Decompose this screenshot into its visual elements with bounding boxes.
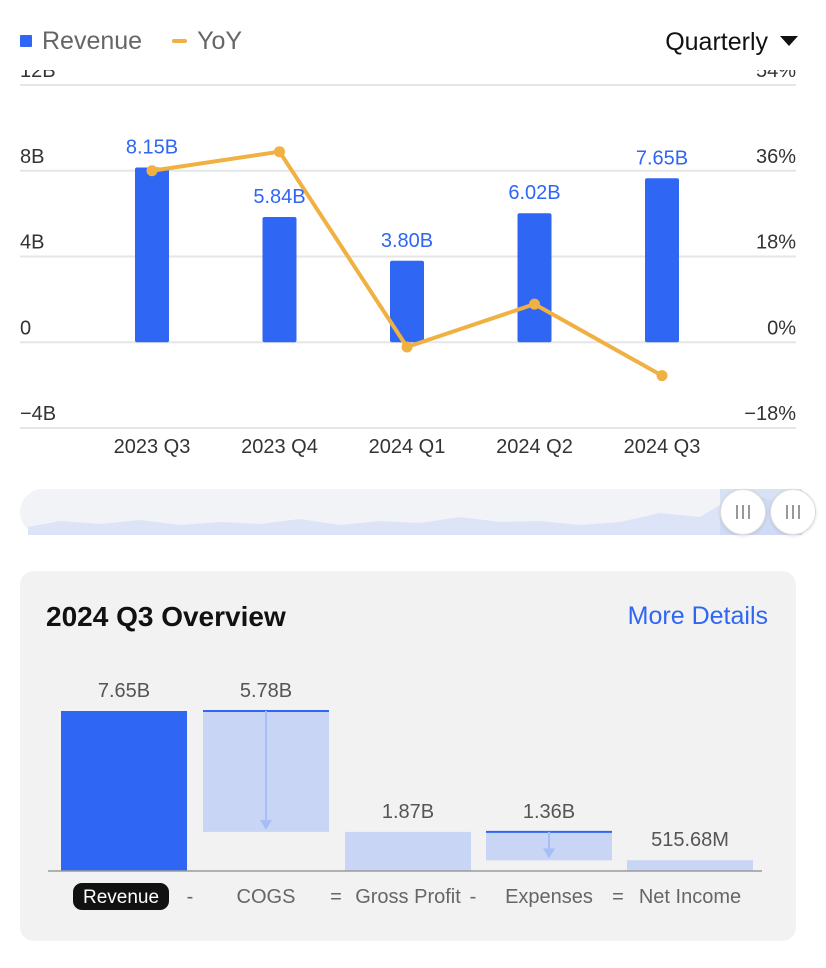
- waterfall-value-label: 5.78B: [240, 680, 292, 702]
- grip-icon: [786, 505, 800, 519]
- y-left-tick-label: −4B: [20, 403, 56, 425]
- waterfall-value-label: 515.68M: [651, 829, 729, 851]
- waterfall-bar: [345, 831, 471, 871]
- legend-item-revenue[interactable]: Revenue: [20, 27, 142, 56]
- revenue-bar: [517, 213, 552, 343]
- waterfall-category-label: COGS: [237, 886, 296, 908]
- more-details-link[interactable]: More Details: [627, 602, 768, 630]
- yoy-point: [529, 298, 540, 310]
- y-right-tick-label: 0%: [767, 317, 796, 339]
- yoy-point: [656, 370, 668, 382]
- overview-card: 2024 Q3 Overview More Details 7.65B 5.78B…: [20, 571, 796, 941]
- x-tick-label: 2023 Q4: [241, 436, 318, 458]
- y-left-tick-label: 0: [20, 317, 31, 339]
- yoy-point: [401, 341, 413, 353]
- revenue-data-label: 7.65B: [636, 147, 688, 169]
- y-left-tick-label: 4B: [20, 232, 44, 254]
- yoy-swatch: [172, 39, 188, 43]
- yoy-point: [274, 146, 285, 158]
- y-right-tick-label: 54%: [756, 70, 796, 82]
- waterfall-category-label: Gross Profit: [355, 886, 461, 908]
- y-left-tick-label: 12B: [20, 70, 56, 82]
- revenue-bar: [390, 260, 424, 343]
- revenue-data-label: 5.84B: [253, 186, 305, 208]
- overview-title: 2024 Q3 Overview: [46, 601, 286, 632]
- revenue-yoy-chart: 12B 54% 8B 36% 4B 18% 0 0% −4B −18% 2023 Q3 2023 Q4…: [20, 70, 796, 458]
- waterfall-value-label: 1.87B: [382, 801, 434, 823]
- x-tick-label: 2024 Q1: [369, 436, 446, 458]
- slider-handle-right[interactable]: [770, 489, 816, 535]
- x-tick-label: 2024 Q3: [624, 436, 701, 458]
- waterfall-operator: -: [187, 886, 194, 908]
- range-slider[interactable]: [20, 487, 816, 537]
- legend-item-yoy[interactable]: YoY: [172, 27, 242, 56]
- chart-legend: Revenue YoY: [20, 26, 242, 56]
- waterfall-category-label: Net Income: [639, 886, 741, 908]
- selected-label-pill: [73, 883, 169, 910]
- waterfall-category-label: Revenue: [83, 887, 159, 908]
- revenue-data-label: 6.02B: [508, 182, 560, 204]
- y-right-tick-label: 18%: [756, 232, 796, 254]
- y-right-tick-label: −18%: [744, 403, 796, 425]
- slider-handle-left[interactable]: [720, 489, 766, 535]
- waterfall-operator: -: [470, 886, 477, 908]
- arrow-head-icon: [543, 848, 555, 859]
- legend-yoy-label: YoY: [197, 26, 243, 55]
- waterfall-value-label: 1.36B: [523, 801, 575, 823]
- legend-revenue-label: Revenue: [42, 26, 143, 55]
- revenue-swatch: [20, 35, 32, 47]
- yoy-point: [146, 165, 158, 177]
- waterfall-chart: 7.65B 5.78B 1.87B 1.36B 515.68M Revenue COGS Gr…: [48, 680, 762, 910]
- waterfall-bar: [627, 860, 753, 871]
- revenue-bar: [645, 178, 679, 343]
- period-dropdown-value: Quarterly: [665, 28, 768, 56]
- period-dropdown[interactable]: Quarterly: [665, 28, 798, 57]
- arrow-head-icon: [260, 819, 272, 830]
- grip-icon: [736, 505, 750, 519]
- caret-down-icon: [780, 35, 798, 46]
- revenue-data-label: 8.15B: [126, 137, 178, 159]
- waterfall-bar: [61, 711, 187, 871]
- waterfall-operator: =: [612, 886, 624, 908]
- slider-preview-area: [28, 497, 802, 535]
- y-left-tick-label: 8B: [20, 146, 44, 168]
- x-tick-label: 2024 Q2: [496, 436, 573, 458]
- waterfall-operator: =: [330, 886, 342, 908]
- revenue-bar: [262, 217, 297, 343]
- y-right-tick-label: 36%: [756, 146, 796, 168]
- revenue-data-label: 3.80B: [381, 230, 433, 252]
- revenue-bar: [135, 167, 169, 343]
- waterfall-category-label: Expenses: [505, 886, 593, 908]
- waterfall-value-label: 7.65B: [98, 680, 150, 702]
- x-tick-label: 2023 Q3: [114, 436, 191, 458]
